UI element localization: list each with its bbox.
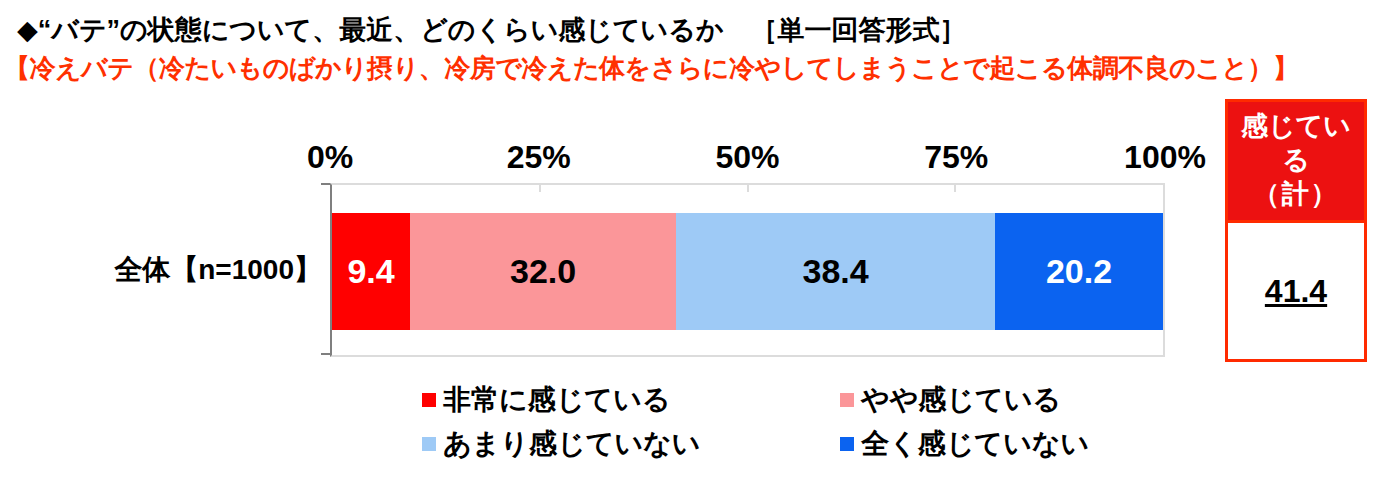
grid-tick-50 [747, 185, 749, 192]
chart-subtitle: 【冷えバテ（冷たいものばかり摂り、冷房で冷えた体をさらに冷やしてしまうことで起こ… [4, 51, 1299, 86]
x-axis-tick-label: 75% [924, 139, 988, 176]
summary-value: 41.4 [1265, 273, 1327, 310]
x-axis-tick-label: 100% [1124, 139, 1206, 176]
legend-swatch-icon [422, 393, 436, 407]
legend-label: 全く感じていない [861, 425, 1089, 463]
x-axis: 0%25%50%75%100% [330, 139, 1165, 173]
summary-box-header: 感じている （計） [1228, 102, 1364, 223]
chart-title: ◆“バテ”の状態について、最近、どのくらい感じているか ［単一回答形式］ [17, 12, 967, 48]
summary-header-line2: （計） [1253, 179, 1340, 209]
legend-label: 非常に感じている [443, 381, 670, 419]
legend-item: 非常に感じている [422, 378, 840, 422]
axis-tick [321, 353, 330, 355]
bar-segment-4: 20.2 [995, 213, 1163, 330]
legend-label: やや感じている [861, 381, 1061, 419]
legend-item: 全く感じていない [840, 422, 1089, 466]
summary-box: 感じている （計） 41.4 [1225, 99, 1367, 362]
x-axis-tick-label: 25% [507, 139, 571, 176]
axis-tick [321, 183, 330, 185]
grid-tick-25 [539, 185, 541, 192]
plot-area: 9.432.038.420.2 [330, 183, 1165, 357]
summary-header-line1: 感じている [1241, 111, 1351, 175]
bar-segment-3: 38.4 [676, 213, 995, 330]
legend-swatch-icon [840, 393, 854, 407]
legend-swatch-icon [422, 437, 436, 451]
x-axis-tick-label: 50% [715, 139, 779, 176]
legend-item: あまり感じていない [422, 422, 840, 466]
stacked-bar: 9.432.038.420.2 [332, 213, 1163, 330]
summary-box-body: 41.4 [1228, 223, 1364, 359]
category-label: 全体【n=1000】 [0, 211, 322, 328]
bar-segment-1: 9.4 [332, 213, 410, 330]
x-axis-tick-label: 0% [307, 139, 353, 176]
bar-segment-2: 32.0 [410, 213, 676, 330]
legend-item: やや感じている [840, 378, 1089, 422]
legend-label: あまり感じていない [443, 425, 700, 463]
grid-tick-75 [954, 185, 956, 192]
legend: 非常に感じている やや感じているあまり感じていない 全く感じていない [422, 378, 1089, 466]
legend-swatch-icon [840, 437, 854, 451]
